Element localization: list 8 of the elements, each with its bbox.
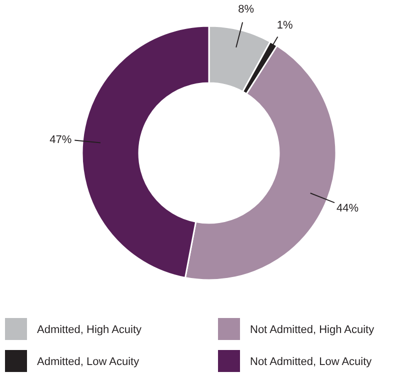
legend-label: Not Admitted, High Acuity [250,324,375,336]
data-label: 8% [238,4,254,16]
data-label: 1% [276,20,294,32]
legend-label: Not Admitted, Low Acuity [250,356,372,368]
data-label: 47% [50,134,72,146]
legend-label: Admitted, High Acuity [37,324,142,336]
data-label: 44% [336,202,359,215]
legend-label: Admitted, Low Acuity [37,356,140,368]
